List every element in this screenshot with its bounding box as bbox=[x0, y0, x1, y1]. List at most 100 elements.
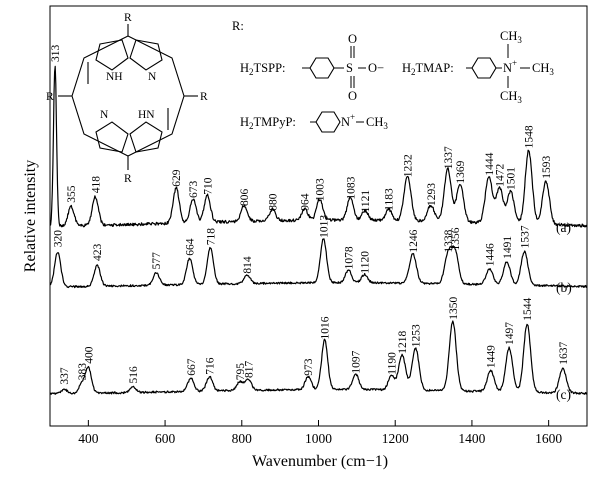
r-left: R bbox=[46, 91, 54, 103]
nh-label: NH bbox=[106, 71, 123, 83]
y-axis-title: Relative intensity bbox=[22, 160, 39, 272]
peak-label: 795 bbox=[235, 363, 247, 381]
peak-label: 1013 bbox=[319, 215, 331, 238]
r-right: R bbox=[200, 91, 208, 103]
pyrrole-ring-top-right bbox=[129, 39, 163, 71]
spectrum-trace-2 bbox=[49, 320, 587, 395]
peak-label: 817 bbox=[243, 361, 255, 379]
peak-label: 383 bbox=[77, 363, 89, 381]
peak-label: 629 bbox=[171, 169, 183, 187]
tmap-methyl-right: CH3 bbox=[532, 61, 554, 77]
tspp-sulfur: S bbox=[346, 61, 353, 75]
peak-label: 1078 bbox=[343, 246, 355, 269]
tmap-n-plus: N+ bbox=[503, 58, 517, 75]
spectra-group bbox=[49, 65, 588, 395]
pyrrole-ring-bottom-right bbox=[129, 121, 163, 153]
peak-label: 1544 bbox=[522, 298, 534, 321]
n-label-left: N bbox=[100, 109, 109, 121]
peak-label: 1293 bbox=[426, 183, 438, 206]
tspp-oxygen-bottom: O bbox=[348, 89, 357, 103]
tspp-oxygen-top: O bbox=[348, 32, 357, 46]
x-tick-label: 400 bbox=[78, 431, 99, 446]
x-axis-ticks: 400 600 800 1000 1200 1400 1600 bbox=[78, 420, 562, 446]
peak-label: 1121 bbox=[360, 190, 372, 213]
peak-label: 1083 bbox=[345, 176, 357, 199]
peak-label: 1548 bbox=[524, 125, 536, 148]
spectrum-trace-1 bbox=[49, 238, 588, 289]
hn-label: HN bbox=[138, 109, 155, 121]
x-tick-label: 1600 bbox=[535, 431, 562, 446]
peak-label: 1003 bbox=[315, 178, 327, 201]
pyrrole-ring-top-left bbox=[95, 39, 129, 71]
peak-label: 1337 bbox=[443, 146, 455, 169]
tmpyp-methyl: CH3 bbox=[366, 115, 388, 131]
peak-label: 814 bbox=[242, 256, 254, 274]
x-tick-label: 600 bbox=[155, 431, 176, 446]
tspp-label: H2TSPP: bbox=[240, 61, 286, 77]
peak-label: 1350 bbox=[448, 296, 460, 319]
peak-label: 418 bbox=[90, 176, 102, 194]
peak-label: 516 bbox=[128, 366, 140, 384]
porphyrin-ring bbox=[71, 35, 185, 157]
peak-label: 320 bbox=[53, 230, 65, 248]
peak-label: 1016 bbox=[320, 316, 332, 339]
substituent-legend: R: H2TSPP: S O O O− H2TMAP: N+ CH3 CH3 C… bbox=[232, 19, 554, 133]
peak-label: 1593 bbox=[541, 156, 553, 179]
peak-label: 673 bbox=[188, 181, 200, 199]
r-bottom: R bbox=[124, 173, 132, 185]
tmap-benzene bbox=[471, 57, 497, 79]
series-label: (c) bbox=[556, 387, 571, 402]
peak-label: 667 bbox=[186, 358, 198, 376]
peak-label: 577 bbox=[151, 252, 163, 270]
n-label-right: N bbox=[148, 71, 157, 83]
peak-label: 1253 bbox=[411, 324, 423, 347]
peak-label: 806 bbox=[239, 189, 251, 207]
porphyrin-labels: R R R R NH N N HN bbox=[46, 12, 208, 185]
peak-label: 400 bbox=[83, 346, 95, 364]
peak-label: 1246 bbox=[408, 229, 420, 252]
peak-label: 718 bbox=[205, 228, 217, 246]
peak-label: 1232 bbox=[403, 154, 415, 177]
x-axis-title: Wavenumber (cm−1) bbox=[252, 453, 388, 470]
peak-label: 1472 bbox=[495, 164, 507, 187]
peak-label: 1338 bbox=[443, 229, 455, 252]
x-tick-label: 1400 bbox=[458, 431, 485, 446]
peak-label: 716 bbox=[205, 357, 217, 375]
peak-label: 1369 bbox=[455, 160, 467, 183]
series-label: (b) bbox=[556, 280, 572, 295]
peak-label: 1444 bbox=[484, 152, 496, 175]
peak-label: 1097 bbox=[351, 350, 363, 373]
series-label: (a) bbox=[556, 220, 571, 235]
x-tick-label: 1200 bbox=[382, 431, 409, 446]
tmpyp-pyridine bbox=[315, 111, 341, 133]
peak-label: 1637 bbox=[558, 342, 570, 365]
peak-label: 710 bbox=[202, 177, 214, 195]
peak-label: 313 bbox=[50, 45, 62, 63]
tspp-benzene bbox=[309, 57, 335, 79]
peak-label: 1183 bbox=[384, 188, 396, 211]
tmap-methyl-bottom: CH3 bbox=[500, 89, 522, 105]
pyrrole-ring-bottom-left bbox=[95, 121, 129, 153]
peak-label: 964 bbox=[300, 193, 312, 211]
peak-label: 1446 bbox=[485, 243, 497, 266]
tmap-label: H2TMAP: bbox=[402, 61, 454, 77]
peak-label: 1491 bbox=[502, 236, 514, 259]
r-colon-label: R: bbox=[232, 19, 244, 33]
peak-label: 1190 bbox=[386, 352, 398, 375]
x-tick-label: 1000 bbox=[305, 431, 332, 446]
peak-label: 973 bbox=[303, 358, 315, 376]
peak-label: 1449 bbox=[486, 345, 498, 368]
x-tick-label: 800 bbox=[232, 431, 253, 446]
peak-label: 880 bbox=[268, 193, 280, 211]
porphyrin-structure bbox=[58, 24, 198, 170]
tmpyp-label: H2TMPyP: bbox=[240, 115, 296, 131]
peak-label: 1537 bbox=[520, 225, 532, 248]
peak-label: 1497 bbox=[504, 322, 516, 345]
peak-label: 1501 bbox=[506, 167, 518, 190]
series-labels-group: (a) (b) (c) bbox=[556, 220, 572, 402]
spectrum-trace-0 bbox=[49, 65, 588, 228]
peak-label: 337 bbox=[59, 367, 71, 385]
peak-label: 1218 bbox=[397, 331, 409, 354]
peak-label: 1120 bbox=[360, 251, 372, 274]
